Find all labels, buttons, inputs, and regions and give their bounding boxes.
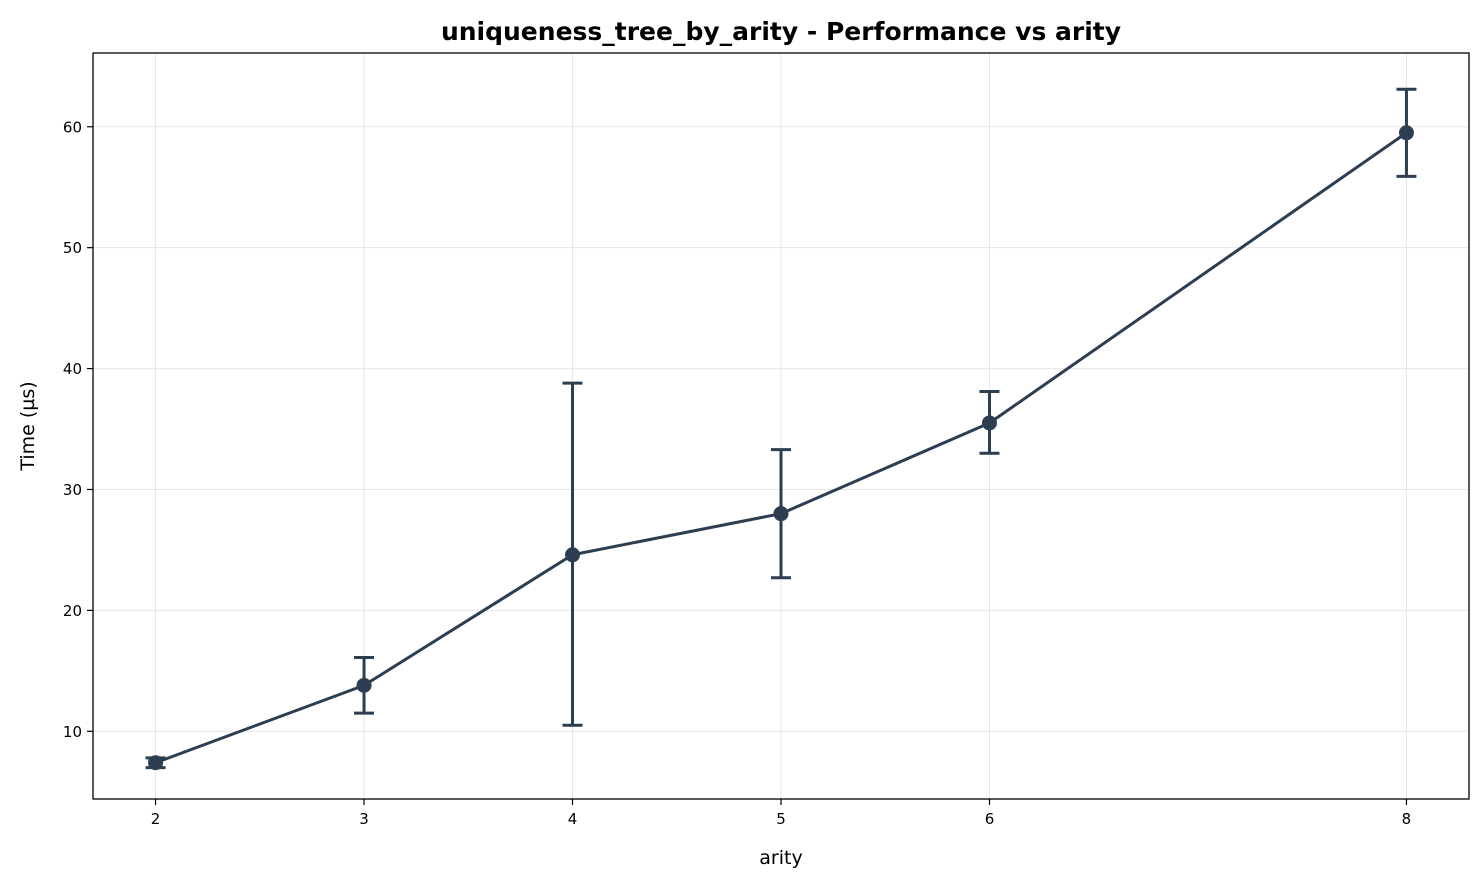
x-tick-label: 5	[776, 810, 786, 828]
data-point	[565, 547, 581, 563]
x-tick-label: 3	[359, 810, 369, 828]
axis-ticks: 2 3 4 5 6 8 10 20 30 40 50 60	[63, 118, 1411, 828]
y-tick-label: 60	[63, 118, 82, 136]
x-tick-label: 6	[985, 810, 995, 828]
y-tick-label: 20	[63, 602, 82, 620]
series-line	[155, 131, 1408, 765]
x-tick-label: 8	[1402, 810, 1412, 828]
series-layer	[145, 87, 1417, 771]
y-tick-label: 30	[63, 481, 82, 499]
grid	[93, 53, 1469, 799]
y-tick-label: 40	[63, 360, 82, 378]
chart-title: uniqueness_tree_by_arity - Performance v…	[441, 17, 1121, 46]
data-point	[356, 677, 372, 693]
y-axis-label: Time (µs)	[17, 381, 39, 471]
data-point	[1398, 125, 1414, 141]
x-tick-label: 4	[568, 810, 578, 828]
x-tick-label: 2	[151, 810, 161, 828]
y-tick-label: 10	[63, 723, 82, 741]
y-tick-label: 50	[63, 239, 82, 257]
x-axis-label: arity	[759, 847, 802, 869]
data-point	[148, 755, 164, 771]
data-point	[773, 506, 789, 522]
data-point	[981, 415, 997, 431]
